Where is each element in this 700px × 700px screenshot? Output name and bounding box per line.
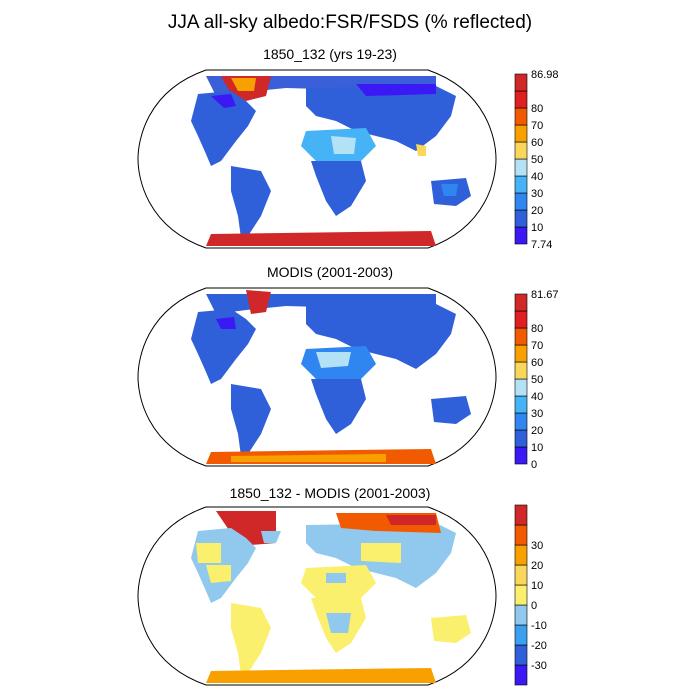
colorbar-tick-label: 70: [531, 120, 543, 132]
colorbar-swatch: [514, 310, 528, 329]
colorbar-tick-label: 80: [531, 323, 543, 335]
colorbar-tick-label: 10: [531, 442, 543, 454]
colorbar-swatch: [514, 73, 528, 92]
colorbar-tick-label: 0: [531, 459, 537, 471]
colorbar-tick-label: -30: [531, 660, 547, 672]
colorbar-tick-label: 86.98: [531, 69, 559, 81]
world-map-panel-1: [137, 69, 497, 249]
colorbar-tick-label: 80: [531, 103, 543, 115]
panel-3-title: 1850_132 - MODIS (2001-2003): [229, 485, 431, 501]
world-map-panel-3: [137, 506, 497, 686]
colorbar-swatch: [514, 344, 528, 363]
colorbar-swatch: [514, 192, 528, 211]
colorbar-swatch: [514, 378, 528, 397]
colorbar-swatch: [514, 564, 528, 586]
colorbar-tick-label: 40: [531, 171, 543, 183]
colorbar-swatch: [514, 664, 528, 686]
colorbar-swatch: [514, 90, 528, 109]
colorbar-tick-label: 30: [531, 408, 543, 420]
colorbar-tick-label: 60: [531, 137, 543, 149]
panel-2-title: MODIS (2001-2003): [266, 264, 394, 280]
colorbar-tick-label: 60: [531, 357, 543, 369]
colorbar-tick-label: 20: [531, 425, 543, 437]
colorbar-swatch: [514, 412, 528, 431]
panel-1-title: 1850_132 (yrs 19-23): [263, 46, 397, 62]
colorbar-swatch: [514, 361, 528, 380]
colorbar-tick-label: 7.74: [531, 239, 552, 251]
colorbar-tick-label: 20: [531, 560, 543, 572]
colorbar-swatch: [514, 107, 528, 126]
colorbar-swatch: [514, 624, 528, 646]
colorbar-panel-2: 0 10 20 30 40 50 60 70 80 81.67: [514, 289, 559, 471]
colorbar-tick-label: -10: [531, 620, 547, 632]
colorbar-tick-label: 10: [531, 222, 543, 234]
colorbar-swatch: [514, 429, 528, 448]
colorbar-panel-1: 7.74 10 20 30 40 50 60 70 80 86.98: [514, 69, 559, 251]
colorbar-tick-label: 30: [531, 540, 543, 552]
colorbar-swatch: [514, 124, 528, 143]
colorbar-tick-label: 40: [531, 391, 543, 403]
colorbar-swatch: [514, 446, 528, 465]
figure-title: JJA all-sky albedo:FSR/FSDS (% reflected…: [167, 12, 533, 33]
colorbar-swatch: [514, 584, 528, 606]
colorbar-swatch: [514, 293, 528, 312]
colorbar-swatch: [514, 604, 528, 626]
colorbar-swatch: [514, 158, 528, 177]
colorbar-swatch: [514, 141, 528, 160]
world-map-panel-2: [137, 287, 497, 467]
colorbar-swatch: [514, 327, 528, 346]
colorbar-swatch: [514, 524, 528, 546]
colorbar-tick-label: 70: [531, 340, 543, 352]
colorbar-panel-3: -30 -20 -10 0 10 20 30: [514, 504, 547, 686]
colorbar-tick-label: 20: [531, 205, 543, 217]
colorbar-tick-label: 81.67: [531, 289, 559, 301]
colorbar-swatch: [514, 395, 528, 414]
colorbar-tick-label: 10: [531, 580, 543, 592]
colorbar-swatch: [514, 209, 528, 228]
colorbar-swatch: [514, 175, 528, 194]
colorbar-swatch: [514, 226, 528, 245]
colorbar-tick-label: -20: [531, 640, 547, 652]
colorbar-swatch: [514, 504, 528, 526]
colorbar-tick-label: 50: [531, 374, 543, 386]
colorbar-tick-label: 30: [531, 188, 543, 200]
colorbar-swatch: [514, 544, 528, 566]
colorbar-tick-label: 0: [531, 600, 537, 612]
colorbar-tick-label: 50: [531, 154, 543, 166]
colorbar-swatch: [514, 644, 528, 666]
